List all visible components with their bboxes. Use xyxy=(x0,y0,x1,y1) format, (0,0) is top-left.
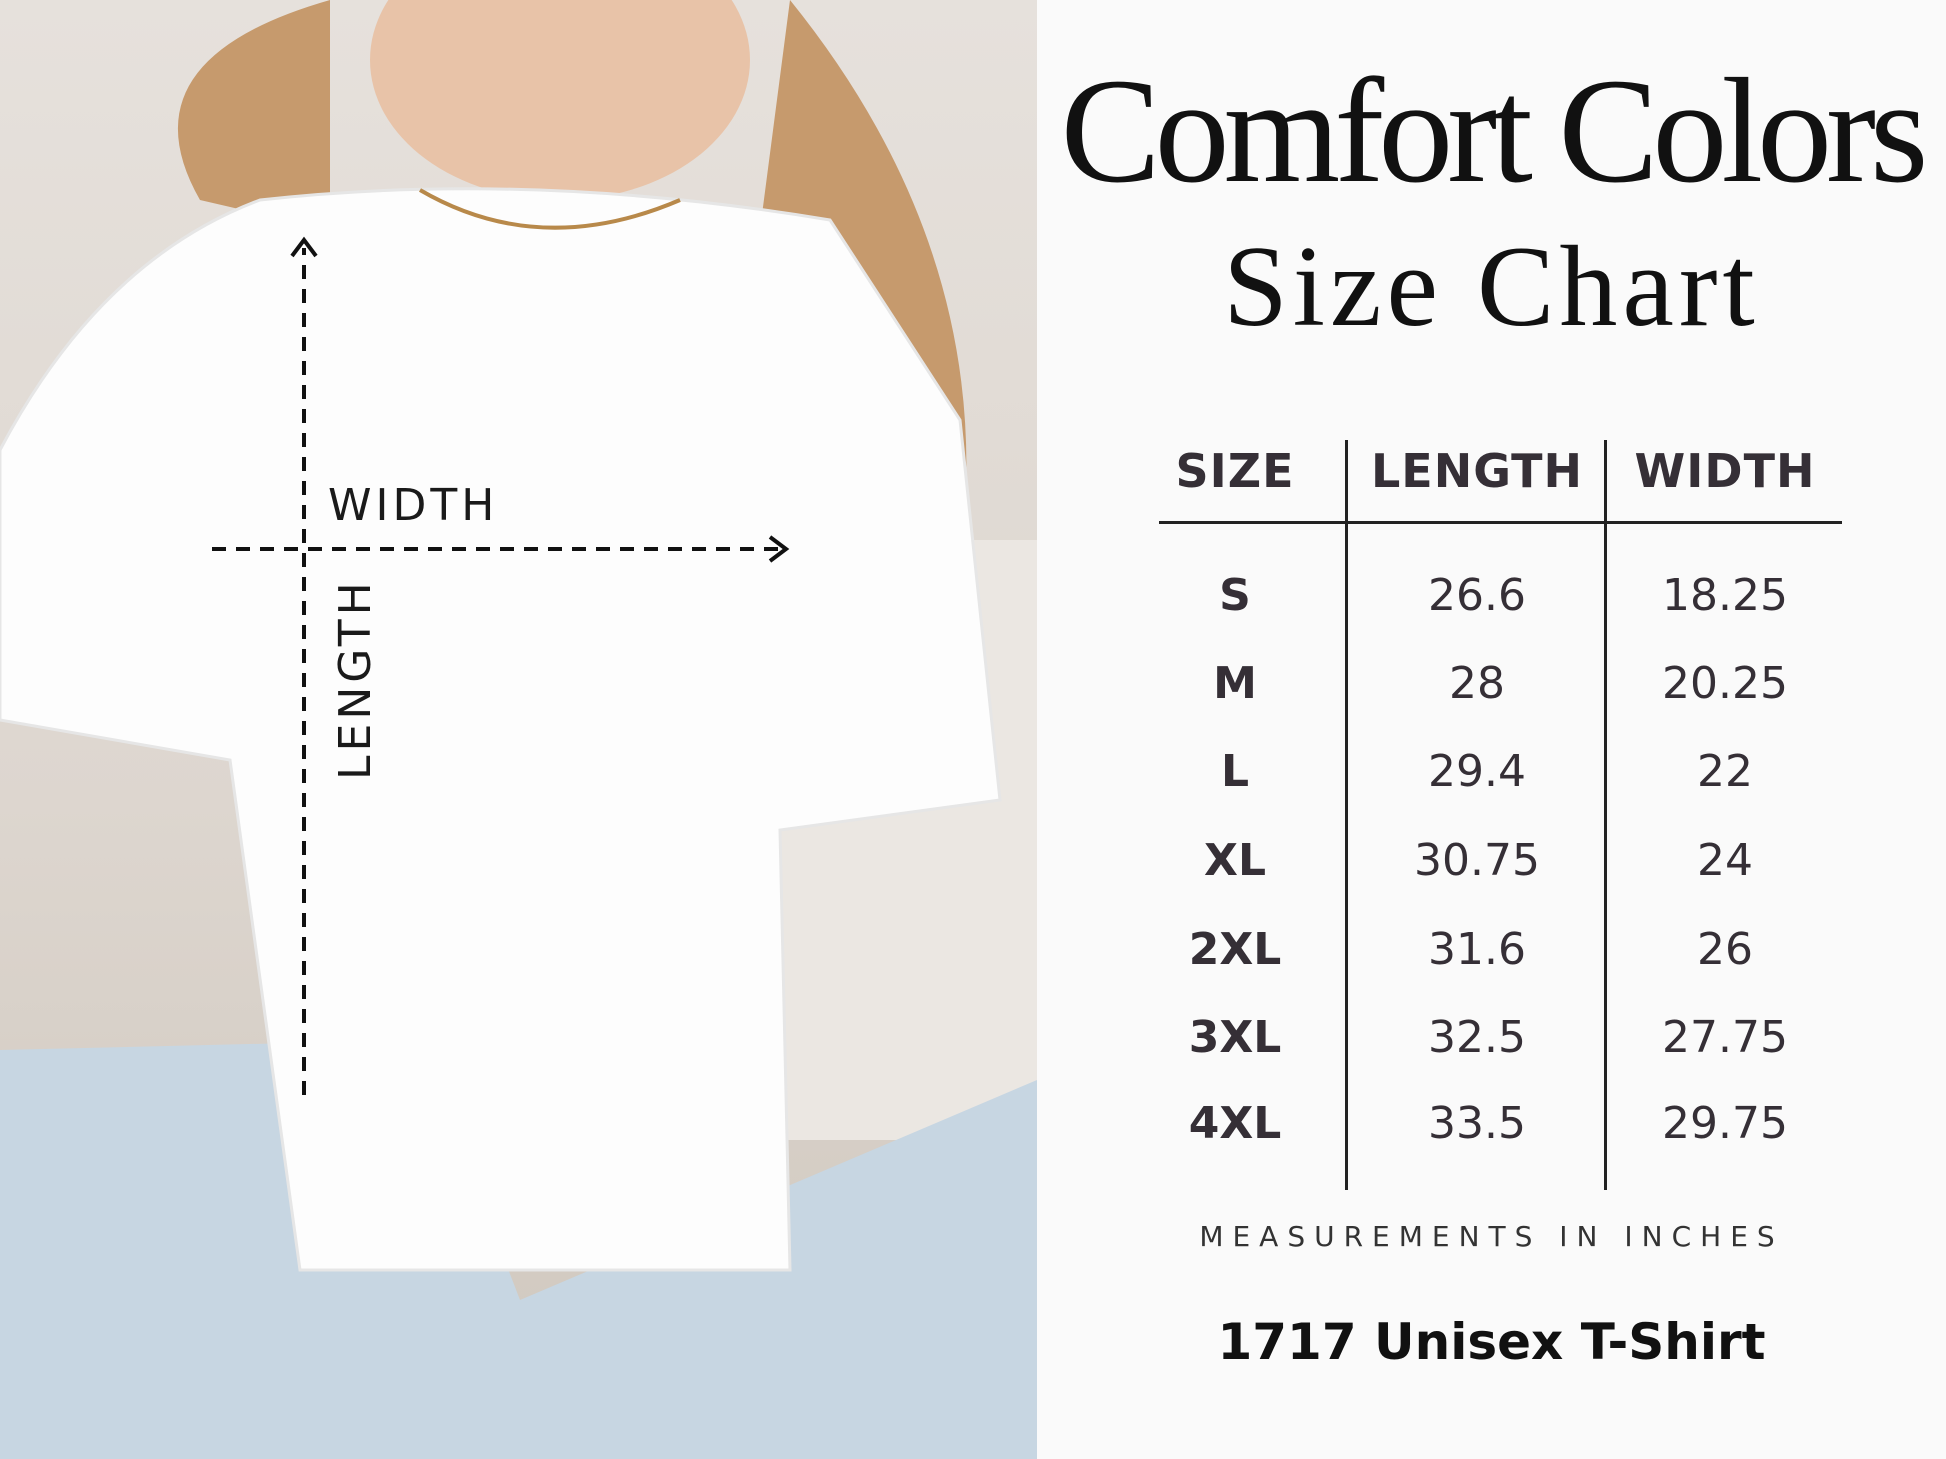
column-divider xyxy=(1345,440,1348,1190)
column-header-size: SIZE xyxy=(1175,444,1295,498)
length-label: LENGTH xyxy=(330,578,381,780)
table-cell-length: 29.4 xyxy=(1428,746,1526,797)
table-cell-size: S xyxy=(1219,570,1251,621)
column-header-length: LENGTH xyxy=(1370,444,1584,498)
units-note: MEASUREMENTS IN INCHES xyxy=(1199,1220,1784,1253)
table-cell-width: 29.75 xyxy=(1662,1098,1788,1149)
page-subtitle: Size Chart xyxy=(1223,223,1760,351)
face xyxy=(370,0,750,200)
size-chart-panel: Comfort Colors Size Chart SIZE LENGTH WIDT… xyxy=(1037,0,1946,1459)
table-cell-length: 31.6 xyxy=(1428,924,1526,975)
jeans xyxy=(0,1040,1037,1459)
table-cell-width: 20.25 xyxy=(1662,658,1788,709)
table-cell-length: 32.5 xyxy=(1428,1012,1526,1063)
table-cell-size: 2XL xyxy=(1188,924,1282,975)
model-photo: WIDTH LENGTH xyxy=(0,0,1037,1459)
table-cell-size: 4XL xyxy=(1188,1098,1282,1149)
table-cell-length: 33.5 xyxy=(1428,1098,1526,1149)
arrow-up-icon xyxy=(290,236,318,258)
table-cell-size: M xyxy=(1213,658,1257,709)
table-cell-size: L xyxy=(1220,746,1250,797)
table-cell-size: 3XL xyxy=(1188,1012,1282,1063)
arrow-right-icon xyxy=(768,535,790,563)
table-cell-length: 28 xyxy=(1449,658,1505,709)
column-divider xyxy=(1604,440,1607,1190)
table-cell-width: 18.25 xyxy=(1662,570,1788,621)
table-cell-width: 22 xyxy=(1697,746,1753,797)
tshirt-illustration xyxy=(0,0,1037,1459)
necklace xyxy=(418,188,681,230)
table-cell-length: 26.6 xyxy=(1428,570,1526,621)
table-cell-width: 24 xyxy=(1697,835,1753,886)
product-name: 1717 Unisex T-Shirt xyxy=(1217,1313,1766,1371)
tshirt xyxy=(0,187,1002,1272)
width-label: WIDTH xyxy=(328,480,499,531)
table-cell-length: 30.75 xyxy=(1414,835,1540,886)
header-divider xyxy=(1159,521,1842,524)
table-cell-width: 27.75 xyxy=(1662,1012,1788,1063)
table-cell-size: XL xyxy=(1204,835,1266,886)
table-cell-width: 26 xyxy=(1697,924,1753,975)
brand-title: Comfort Colors xyxy=(1060,48,1929,214)
column-header-width: WIDTH xyxy=(1634,444,1816,498)
